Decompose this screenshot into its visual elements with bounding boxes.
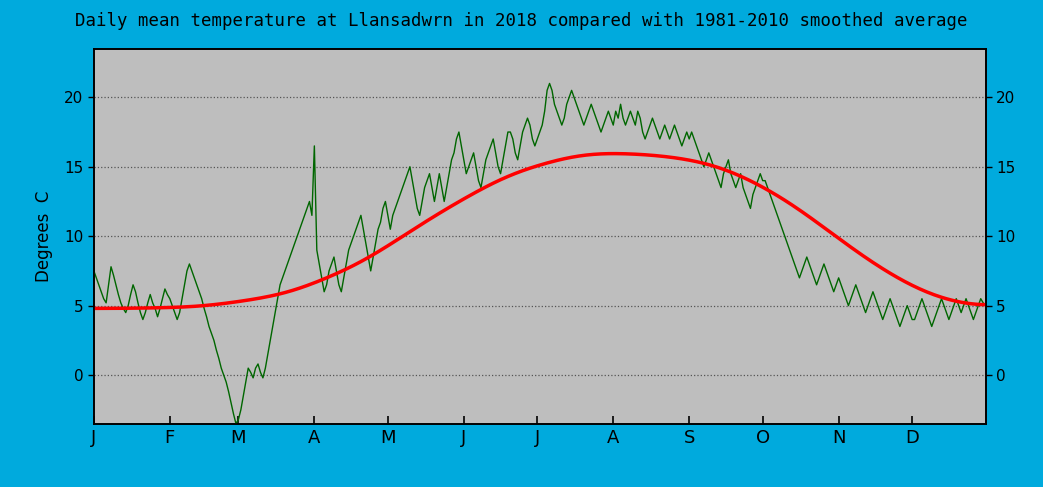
Text: Daily mean temperature at Llansadwrn in 2018 compared with 1981-2010 smoothed av: Daily mean temperature at Llansadwrn in … xyxy=(75,12,968,30)
Y-axis label: Degrees  C: Degrees C xyxy=(35,190,53,282)
